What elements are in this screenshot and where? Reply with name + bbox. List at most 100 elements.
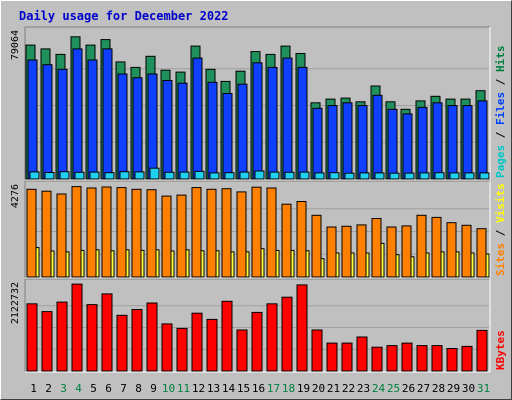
bar-pages-day-23 [359, 172, 370, 180]
bar-sites-day-25 [386, 226, 397, 278]
y-max-label: 4276 [10, 184, 21, 208]
legend-item: KBytes [494, 330, 507, 370]
x-tick-23: 23 [357, 382, 370, 395]
bar-pages-day-10 [164, 171, 175, 180]
bar-files-day-18 [282, 57, 293, 180]
x-tick-20: 20 [312, 382, 325, 395]
bar-kbytes-day-26 [401, 342, 413, 372]
bar-pages-day-17 [269, 171, 280, 180]
bar-files-day-28 [432, 102, 443, 180]
panel-kbytes: 2122732 KBytes [10, 278, 507, 373]
panel-sites-visits: 4276 Sites / Visits [10, 180, 507, 279]
bar-pages-day-25 [389, 172, 400, 180]
legend: KBytes [494, 330, 507, 370]
bar-pages-day-2 [44, 172, 55, 180]
bar-kbytes-day-22 [341, 342, 353, 372]
x-tick-11: 11 [177, 382, 190, 395]
bar-files-day-9 [147, 73, 158, 180]
x-tick-4: 4 [75, 382, 82, 395]
x-tick-6: 6 [105, 382, 112, 395]
bar-pages-day-16 [254, 170, 265, 180]
bar-kbytes-day-1 [26, 303, 38, 372]
bar-files-day-17 [267, 66, 278, 180]
y-max-label: 79064 [10, 30, 21, 60]
bar-files-day-29 [447, 105, 458, 180]
bar-files-day-14 [222, 93, 233, 180]
bar-sites-day-18 [281, 203, 292, 278]
bar-files-day-7 [117, 73, 128, 180]
bar-kbytes-day-5 [86, 304, 98, 372]
x-tick-27: 27 [417, 382, 430, 395]
x-tick-24: 24 [372, 382, 386, 395]
bar-files-day-22 [342, 102, 353, 180]
bar-pages-day-15 [239, 171, 250, 180]
bar-kbytes-day-16 [251, 311, 263, 372]
chart-title: Daily usage for December 2022 [19, 9, 229, 23]
x-tick-16: 16 [252, 382, 265, 395]
bar-sites-day-16 [251, 186, 262, 278]
x-tick-17: 17 [267, 382, 280, 395]
x-tick-29: 29 [447, 382, 460, 395]
bar-pages-day-31 [479, 172, 490, 180]
bar-sites-day-31 [476, 228, 487, 278]
bar-pages-day-6 [104, 172, 115, 180]
bar-sites-day-22 [341, 225, 352, 278]
x-tick-9: 9 [150, 382, 157, 395]
bar-pages-day-11 [179, 171, 190, 180]
bar-files-day-2 [42, 64, 53, 180]
bar-sites-day-9 [146, 189, 157, 278]
x-tick-19: 19 [297, 382, 310, 395]
bar-pages-day-20 [314, 172, 325, 180]
bar-sites-day-24 [371, 218, 382, 278]
bar-kbytes-day-29 [446, 348, 458, 372]
bar-sites-day-13 [206, 188, 217, 278]
bar-kbytes-day-30 [461, 345, 473, 372]
bar-kbytes-day-4 [71, 283, 83, 372]
bar-pages-day-22 [344, 172, 355, 180]
bar-sites-day-2 [41, 190, 52, 278]
bar-files-day-15 [237, 83, 248, 180]
bar-pages-day-30 [464, 172, 475, 180]
bar-files-day-3 [57, 68, 68, 180]
x-tick-5: 5 [90, 382, 97, 395]
bar-files-day-12 [192, 57, 203, 180]
bar-sites-day-17 [266, 187, 277, 278]
x-tick-12: 12 [192, 382, 205, 395]
bar-files-day-19 [297, 66, 308, 180]
x-tick-31: 31 [477, 382, 490, 395]
bar-pages-day-8 [134, 171, 145, 180]
legend: Sites / Visits [494, 183, 507, 276]
x-tick-8: 8 [135, 382, 142, 395]
x-tick-28: 28 [432, 382, 445, 395]
bar-kbytes-day-9 [146, 302, 158, 372]
bar-files-day-20 [312, 107, 323, 180]
x-axis-ticks: 1 2 3 4 5 6 7 8 9 10 11 12 13 14 15 16 17 18 19 20 21 22 23 24 2… [30, 382, 490, 395]
bar-files-day-31 [477, 100, 488, 180]
bar-sites-day-3 [56, 193, 67, 278]
x-tick-7: 7 [120, 382, 127, 395]
legend-item: Visits [494, 183, 507, 223]
bar-files-day-10 [162, 80, 173, 180]
bar-sites-day-26 [401, 225, 412, 278]
bar-pages-day-9 [149, 167, 160, 180]
bar-sites-day-12 [191, 187, 202, 278]
x-tick-30: 30 [462, 382, 475, 395]
x-tick-10: 10 [162, 382, 175, 395]
x-tick-3: 3 [60, 382, 67, 395]
bar-kbytes-day-12 [191, 312, 203, 372]
legend-item: Hits [494, 46, 507, 73]
bar-sites-day-28 [431, 216, 442, 278]
x-tick-21: 21 [327, 382, 340, 395]
bar-sites-day-30 [461, 224, 472, 278]
x-tick-2: 2 [45, 382, 52, 395]
legend-item: / [494, 72, 507, 92]
legend-item: Files [494, 92, 507, 125]
x-tick-25: 25 [387, 382, 400, 395]
bar-sites-day-8 [131, 188, 142, 278]
bar-sites-day-27 [416, 214, 427, 278]
bar-kbytes-day-13 [206, 318, 218, 372]
panel-pages-files-hits: 79064 Pages / Files / Hits [10, 26, 507, 181]
bar-kbytes-day-2 [41, 311, 53, 372]
bar-pages-day-18 [284, 171, 295, 180]
